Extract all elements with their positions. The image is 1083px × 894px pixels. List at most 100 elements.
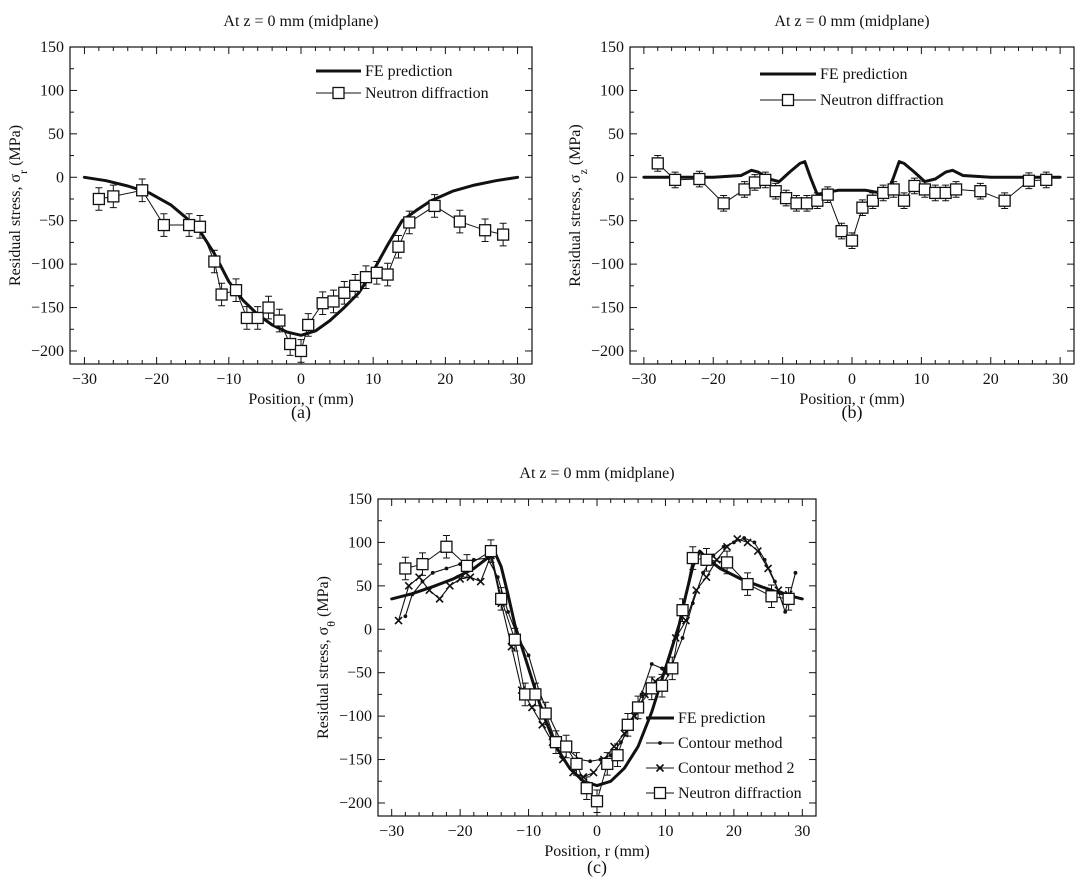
data-point-neutron-diffraction xyxy=(1040,173,1053,187)
data-point-neutron-diffraction xyxy=(251,311,264,325)
data-point-neutron-diffraction xyxy=(327,295,340,308)
data-point-neutron-diffraction xyxy=(273,314,286,327)
y-tick-label: 100 xyxy=(600,82,624,99)
chart-caption: (c) xyxy=(587,857,607,878)
data-point-neutron-diffraction xyxy=(1022,174,1036,187)
data-point-neutron-diffraction xyxy=(897,194,911,207)
data-point-neutron-diffraction xyxy=(998,194,1011,207)
chart-c: At z = 0 mm (midplane)(c)−30 −20 −10 0 10 20 3… xyxy=(315,465,817,878)
series-line-fe-prediction xyxy=(642,160,1062,197)
data-point-neutron-diffraction xyxy=(453,215,466,228)
legend-label: Contour method xyxy=(678,735,782,752)
x-axis-label: Position, r (mm) xyxy=(544,843,649,860)
x-tick-label: 0 xyxy=(848,371,856,388)
legend-label: Neutron diffraction xyxy=(678,785,802,802)
data-point-neutron-diffraction xyxy=(668,173,682,187)
x-tick-label: −30 xyxy=(379,823,404,840)
data-point-contour-method-2 xyxy=(558,755,567,764)
data-point-neutron-diffraction xyxy=(262,301,275,314)
legend-square-marker xyxy=(332,86,345,100)
y-tick-label: −150 xyxy=(339,752,372,769)
legend-square-marker xyxy=(781,93,795,107)
data-point-neutron-diffraction xyxy=(645,682,658,695)
legend: FE prediction Neutron diffraction xyxy=(760,66,944,109)
data-point-neutron-diffraction xyxy=(939,186,952,200)
data-point-contour-method-2 xyxy=(445,581,454,590)
series-group xyxy=(82,175,520,363)
legend-label: FE prediction xyxy=(820,66,908,83)
y-tick-label: 50 xyxy=(608,126,624,143)
x-tick-label: −20 xyxy=(448,823,473,840)
data-point-neutron-diffraction xyxy=(416,557,429,571)
x-tick-label: −20 xyxy=(701,371,726,388)
data-point-contour-method-2 xyxy=(753,547,762,556)
data-point-neutron-diffraction xyxy=(779,191,793,205)
data-point-neutron-diffraction xyxy=(918,183,931,196)
data-point-contour-method xyxy=(752,540,757,545)
data-point-contour-method xyxy=(680,636,685,640)
data-point-neutron-diffraction xyxy=(821,188,834,201)
chart-caption: (a) xyxy=(291,402,311,423)
y-tick-label: 150 xyxy=(348,491,372,508)
data-point-neutron-diffraction xyxy=(720,556,734,569)
y-tick-label: −200 xyxy=(31,343,64,360)
series-group xyxy=(642,155,1062,249)
chart-title: At z = 0 mm (midplane) xyxy=(223,13,378,30)
legend-square-marker xyxy=(653,786,667,800)
data-point-neutron-diffraction xyxy=(974,185,987,198)
data-point-contour-method-2 xyxy=(743,538,752,547)
data-point-neutron-diffraction xyxy=(590,795,604,808)
x-tick-label: −30 xyxy=(72,371,97,388)
data-point-neutron-diffraction xyxy=(621,718,634,731)
data-point-neutron-diffraction xyxy=(782,592,795,606)
data-point-neutron-diffraction xyxy=(651,157,664,170)
y-axis-label: Residual stress, σr (MPa) xyxy=(7,125,30,286)
x-tick-label: 30 xyxy=(1052,371,1068,388)
data-point-neutron-diffraction xyxy=(240,311,254,325)
y-tick-label: −50 xyxy=(599,213,624,230)
legend-dot-marker xyxy=(658,741,662,745)
data-point-contour-method xyxy=(430,570,435,575)
data-point-neutron-diffraction xyxy=(359,271,373,284)
data-point-neutron-diffraction xyxy=(193,220,207,233)
data-point-neutron-diffraction xyxy=(348,279,362,292)
data-point-neutron-diffraction xyxy=(676,604,689,617)
legend: FE prediction Neutron diffraction xyxy=(316,63,489,102)
data-point-neutron-diffraction xyxy=(518,688,532,701)
series-line-neutron-diffraction xyxy=(657,163,1047,242)
y-tick-label: 0 xyxy=(56,169,64,186)
y-tick-label: 150 xyxy=(600,39,624,56)
data-point-neutron-diffraction xyxy=(790,197,803,210)
y-tick-label: −50 xyxy=(39,213,64,230)
data-point-neutron-diffraction xyxy=(866,194,879,207)
data-point-neutron-diffraction xyxy=(229,284,243,297)
data-point-neutron-diffraction xyxy=(887,183,900,196)
data-point-neutron-diffraction xyxy=(182,218,196,232)
data-point-neutron-diffraction xyxy=(570,757,583,771)
data-point-neutron-diffraction xyxy=(666,662,679,675)
data-point-neutron-diffraction xyxy=(392,240,405,253)
series-line-neutron-diffraction xyxy=(98,189,504,352)
data-point-neutron-diffraction xyxy=(539,707,552,720)
chart-title: At z = 0 mm (midplane) xyxy=(519,465,674,482)
y-tick-label: −100 xyxy=(591,256,624,273)
data-point-contour-method-2 xyxy=(527,703,537,712)
data-point-neutron-diffraction xyxy=(580,782,593,795)
data-point-neutron-diffraction xyxy=(316,297,329,310)
x-tick-label: −10 xyxy=(516,823,541,840)
y-tick-label: −200 xyxy=(591,343,624,360)
data-point-neutron-diffraction xyxy=(845,234,859,247)
y-tick-label: 50 xyxy=(48,126,64,143)
x-tick-label: 10 xyxy=(913,371,929,388)
data-point-contour-method xyxy=(506,610,510,614)
data-point-neutron-diffraction xyxy=(877,186,890,200)
x-tick-label: −20 xyxy=(144,371,169,388)
x-tick-label: 30 xyxy=(510,371,526,388)
data-point-contour-method xyxy=(649,662,654,666)
data-point-contour-method-2 xyxy=(681,616,691,625)
data-point-neutron-diffraction xyxy=(338,286,351,299)
data-point-neutron-diffraction xyxy=(800,197,814,210)
x-axis-label: Position, r (mm) xyxy=(799,391,904,408)
data-point-contour-method-2 xyxy=(435,594,444,603)
data-point-contour-method xyxy=(403,614,408,619)
